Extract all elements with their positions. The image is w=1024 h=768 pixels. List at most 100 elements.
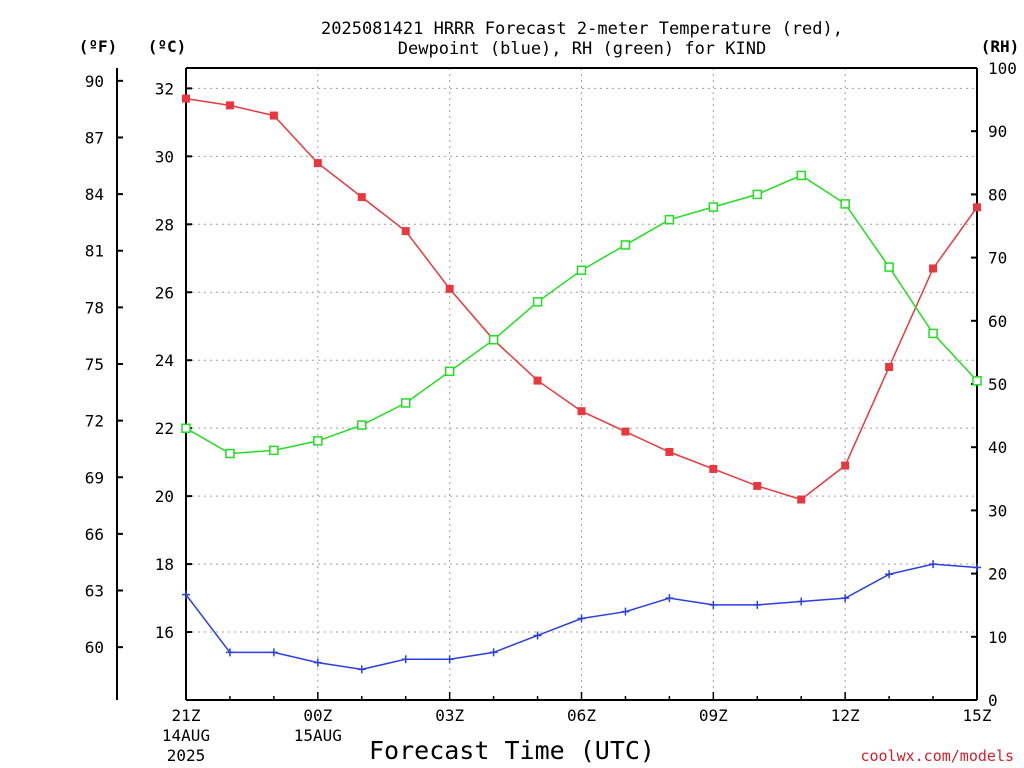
fahrenheit-tick-label: 63 [85, 582, 104, 601]
data-point [885, 570, 894, 579]
celsius-tick-label: 20 [155, 487, 174, 506]
x-tick-date: 14AUG [162, 726, 210, 745]
data-point [489, 648, 498, 657]
rh-tick-label: 60 [988, 312, 1007, 331]
data-point [225, 101, 234, 110]
rh-tick-label: 50 [988, 375, 1007, 394]
data-point [840, 199, 850, 209]
fahrenheit-tick-label: 78 [85, 298, 104, 317]
data-point [665, 594, 674, 603]
data-point [708, 202, 719, 212]
data-point [357, 665, 366, 674]
fahrenheit-tick-label: 72 [85, 412, 104, 431]
fahrenheit-tick-label: 81 [85, 242, 104, 261]
data-point [269, 111, 278, 120]
data-point [797, 495, 806, 504]
rh-tick-label: 0 [988, 691, 998, 710]
x-tick-label: 03Z [435, 706, 464, 725]
data-point [182, 590, 190, 599]
celsius-tick-label: 22 [155, 419, 174, 438]
rh-tick-label: 70 [988, 249, 1007, 268]
rh-tick-label: 90 [988, 122, 1007, 141]
data-point [577, 614, 586, 623]
fahrenheit-tick-label: 66 [85, 525, 104, 544]
data-point [973, 203, 981, 212]
x-tick-label: 21Z [172, 706, 201, 725]
data-point [621, 607, 630, 616]
data-point [357, 193, 366, 202]
fahrenheit-unit-label: (ºF) [79, 37, 118, 56]
data-point [929, 560, 938, 569]
rh-unit-label: (RH) [981, 37, 1020, 56]
data-point [445, 655, 454, 664]
rh-tick-label: 30 [988, 501, 1007, 520]
data-point [444, 366, 455, 377]
celsius-tick-label: 32 [155, 79, 174, 98]
data-point [269, 445, 279, 456]
x-tick-label: 06Z [567, 706, 596, 725]
celsius-tick-label: 18 [155, 555, 174, 574]
chart-title-line-1: 2025081421 HRRR Forecast 2-meter Tempera… [321, 19, 843, 39]
x-tick-date: 15AUG [294, 726, 342, 745]
data-point [797, 597, 806, 606]
data-point [841, 461, 850, 470]
data-point [401, 655, 410, 664]
fahrenheit-tick-label: 75 [85, 355, 104, 374]
fahrenheit-tick-label: 69 [85, 468, 104, 487]
data-point [488, 335, 499, 345]
data-point [752, 189, 763, 200]
data-point [796, 170, 806, 181]
data-point [709, 600, 718, 609]
data-point [841, 594, 850, 603]
celsius-tick-label: 24 [155, 351, 174, 370]
data-point [269, 648, 278, 657]
data-point [533, 376, 542, 385]
data-point [928, 328, 938, 339]
data-point [445, 284, 454, 293]
celsius-tick-label: 26 [155, 283, 174, 302]
data-point [181, 423, 191, 433]
rh-tick-label: 10 [988, 628, 1007, 647]
x-tick-label: 12Z [831, 706, 860, 725]
data-point [225, 448, 235, 459]
rh-tick-label: 40 [988, 438, 1007, 457]
data-point [577, 407, 586, 416]
rh-tick-label: 20 [988, 565, 1007, 584]
x-tick-year: 2025 [167, 746, 206, 765]
axes: 60 63 66 69 72 75 78 81 84 87 90 16 18 20 22 24 26 28 30 32… [85, 59, 1017, 765]
series-2-meter-temperature [182, 94, 981, 504]
fahrenheit-tick-label: 87 [85, 128, 104, 147]
data-point [665, 447, 674, 456]
grid-lines [186, 68, 977, 700]
data-point [621, 427, 630, 436]
series-rh [181, 170, 982, 459]
fahrenheit-tick-label: 84 [85, 185, 104, 204]
data-point [225, 648, 234, 657]
celsius-tick-label: 16 [155, 623, 174, 642]
data-point [664, 214, 675, 225]
celsius-tick-label: 30 [155, 147, 174, 166]
data-point [709, 464, 718, 473]
source-credit: coolwx.com/models [860, 747, 1014, 765]
x-tick-label: 00Z [303, 706, 332, 725]
data-point [357, 420, 367, 430]
fahrenheit-tick-label: 60 [85, 638, 104, 657]
series-dewpoint [182, 560, 981, 674]
data-point [929, 264, 938, 273]
data-point [313, 436, 323, 446]
rh-tick-label: 100 [988, 59, 1017, 78]
celsius-tick-label: 28 [155, 215, 174, 234]
data-point [973, 563, 981, 572]
celsius-unit-label: (ºC) [148, 37, 187, 56]
data-point [533, 631, 542, 640]
data-point [885, 363, 894, 372]
data-point [753, 481, 762, 490]
data-point [972, 376, 982, 386]
data-point [401, 227, 410, 236]
fahrenheit-tick-label: 90 [85, 72, 104, 91]
data-series [181, 94, 982, 674]
data-point [576, 265, 587, 275]
data-point [532, 297, 543, 307]
data-point [620, 240, 631, 250]
